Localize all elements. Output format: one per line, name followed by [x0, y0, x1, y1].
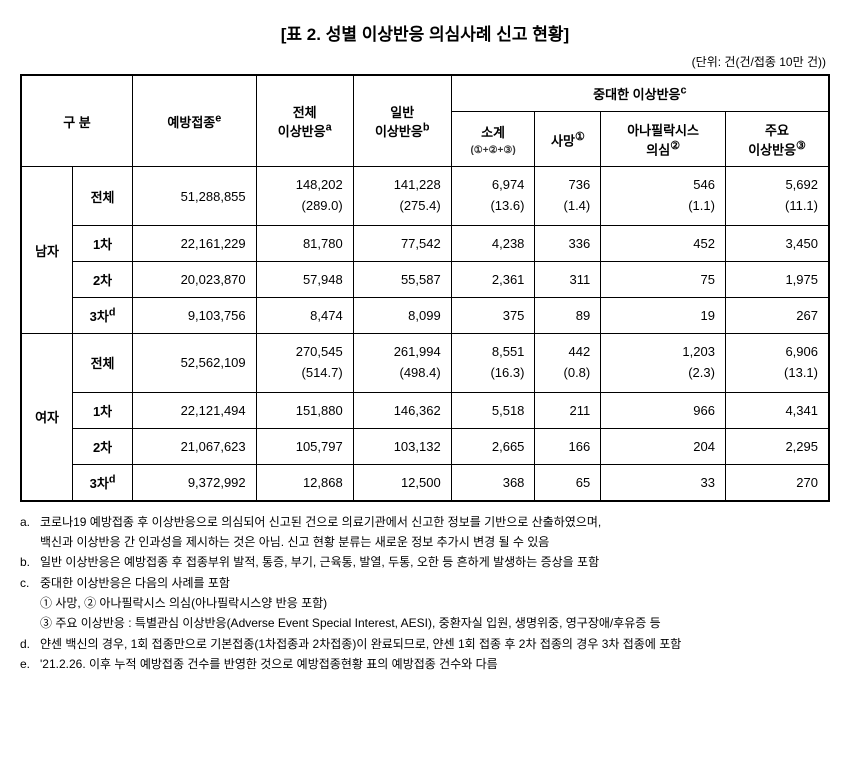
header-total-adverse: 전체이상반응a — [256, 75, 353, 167]
data-cell: 368 — [451, 464, 535, 501]
row-label: 3차d — [73, 297, 133, 333]
data-cell: 105,797 — [256, 428, 353, 464]
data-cell: 9,372,992 — [133, 464, 257, 501]
data-cell: 151,880 — [256, 392, 353, 428]
data-cell: 966 — [601, 392, 726, 428]
row-label: 전체 — [73, 167, 133, 226]
data-cell: 546(1.1) — [601, 167, 726, 226]
data-cell: 141,228(275.4) — [353, 167, 451, 226]
data-cell: 311 — [535, 261, 601, 297]
data-cell: 22,121,494 — [133, 392, 257, 428]
table-row: 3차d9,103,7568,4748,0993758919267 — [21, 297, 829, 333]
footnote-c3: ③ 주요 이상반응 : 특별관심 이상반응(Adverse Event Spec… — [40, 616, 661, 630]
data-cell: 148,202(289.0) — [256, 167, 353, 226]
data-cell: 146,362 — [353, 392, 451, 428]
data-cell: 9,103,756 — [133, 297, 257, 333]
table-row: 3차d9,372,99212,86812,5003686533270 — [21, 464, 829, 501]
data-cell: 6,906(13.1) — [725, 333, 829, 392]
data-cell: 65 — [535, 464, 601, 501]
data-cell: 336 — [535, 225, 601, 261]
data-cell: 8,099 — [353, 297, 451, 333]
data-cell: 270 — [725, 464, 829, 501]
data-cell: 736(1.4) — [535, 167, 601, 226]
data-cell: 204 — [601, 428, 726, 464]
data-cell: 5,518 — [451, 392, 535, 428]
data-cell: 19 — [601, 297, 726, 333]
data-cell: 5,692(11.1) — [725, 167, 829, 226]
data-cell: 12,868 — [256, 464, 353, 501]
data-cell: 6,974(13.6) — [451, 167, 535, 226]
table-row: 2차20,023,87057,94855,5872,361311751,975 — [21, 261, 829, 297]
table-row: 1차22,161,22981,78077,5424,2383364523,450 — [21, 225, 829, 261]
header-serious-adverse: 중대한 이상반응c — [451, 75, 829, 112]
footnote-a2: 백신과 이상반응 간 인과성을 제시하는 것은 아님. 신고 현황 분류는 새로… — [40, 535, 549, 549]
data-cell: 2,665 — [451, 428, 535, 464]
data-cell: 52,562,109 — [133, 333, 257, 392]
footnote-c: 중대한 이상반응은 다음의 사례를 포함 — [40, 573, 230, 593]
data-cell: 8,474 — [256, 297, 353, 333]
data-cell: 267 — [725, 297, 829, 333]
unit-label: (단위: 건(건/접종 10만 건)) — [20, 53, 830, 70]
data-cell: 1,975 — [725, 261, 829, 297]
table-row: 남자전체51,288,855148,202(289.0)141,228(275.… — [21, 167, 829, 226]
data-cell: 442(0.8) — [535, 333, 601, 392]
group-label: 남자 — [21, 167, 73, 334]
data-cell: 2,361 — [451, 261, 535, 297]
row-label: 3차d — [73, 464, 133, 501]
data-table: 구 분 예방접종e 전체이상반응a 일반이상반응b 중대한 이상반응c 소계 (… — [20, 74, 830, 502]
data-cell: 33 — [601, 464, 726, 501]
footnote-a: 코로나19 예방접종 후 이상반응으로 의심되어 신고된 건으로 의료기관에서 … — [40, 512, 601, 532]
data-cell: 22,161,229 — [133, 225, 257, 261]
data-cell: 75 — [601, 261, 726, 297]
row-label: 1차 — [73, 225, 133, 261]
data-cell: 77,542 — [353, 225, 451, 261]
table-row: 1차22,121,494151,880146,3625,5182119664,3… — [21, 392, 829, 428]
header-general-adverse: 일반이상반응b — [353, 75, 451, 167]
footnote-b: 일반 이상반응은 예방접종 후 접종부위 발적, 통증, 부기, 근육통, 발열… — [40, 552, 599, 572]
header-anaphylaxis: 아나필락시스의심② — [601, 112, 726, 167]
footnotes: a.코로나19 예방접종 후 이상반응으로 의심되어 신고된 건으로 의료기관에… — [20, 512, 830, 675]
header-subtotal: 소계 (①+②+③) — [451, 112, 535, 167]
data-cell: 12,500 — [353, 464, 451, 501]
header-death: 사망① — [535, 112, 601, 167]
table-title: [표 2. 성별 이상반응 의심사례 신고 현황] — [20, 20, 830, 45]
data-cell: 55,587 — [353, 261, 451, 297]
data-cell: 166 — [535, 428, 601, 464]
data-cell: 261,994(498.4) — [353, 333, 451, 392]
footnote-d: 얀센 백신의 경우, 1회 접종만으로 기본접종(1차접종과 2차접종)이 완료… — [40, 634, 681, 654]
data-cell: 81,780 — [256, 225, 353, 261]
data-cell: 21,067,623 — [133, 428, 257, 464]
data-cell: 270,545(514.7) — [256, 333, 353, 392]
data-cell: 89 — [535, 297, 601, 333]
data-cell: 103,132 — [353, 428, 451, 464]
group-label: 여자 — [21, 333, 73, 500]
data-cell: 375 — [451, 297, 535, 333]
header-major: 주요이상반응③ — [725, 112, 829, 167]
header-category: 구 분 — [21, 75, 133, 167]
data-cell: 452 — [601, 225, 726, 261]
table-row: 여자전체52,562,109270,545(514.7)261,994(498.… — [21, 333, 829, 392]
header-vaccination: 예방접종e — [133, 75, 257, 167]
data-cell: 3,450 — [725, 225, 829, 261]
row-label: 2차 — [73, 261, 133, 297]
data-cell: 57,948 — [256, 261, 353, 297]
data-cell: 4,238 — [451, 225, 535, 261]
data-cell: 211 — [535, 392, 601, 428]
footnote-c1: ① 사망, ② 아나필락시스 의심(아나필락시스양 반응 포함) — [40, 596, 327, 610]
row-label: 2차 — [73, 428, 133, 464]
row-label: 1차 — [73, 392, 133, 428]
footnote-e: '21.2.26. 이후 누적 예방접종 건수를 반영한 것으로 예방접종현황 … — [40, 654, 498, 674]
row-label: 전체 — [73, 333, 133, 392]
table-row: 2차21,067,623105,797103,1322,6651662042,2… — [21, 428, 829, 464]
data-cell: 8,551(16.3) — [451, 333, 535, 392]
data-cell: 20,023,870 — [133, 261, 257, 297]
data-cell: 4,341 — [725, 392, 829, 428]
data-cell: 2,295 — [725, 428, 829, 464]
data-cell: 51,288,855 — [133, 167, 257, 226]
data-cell: 1,203(2.3) — [601, 333, 726, 392]
